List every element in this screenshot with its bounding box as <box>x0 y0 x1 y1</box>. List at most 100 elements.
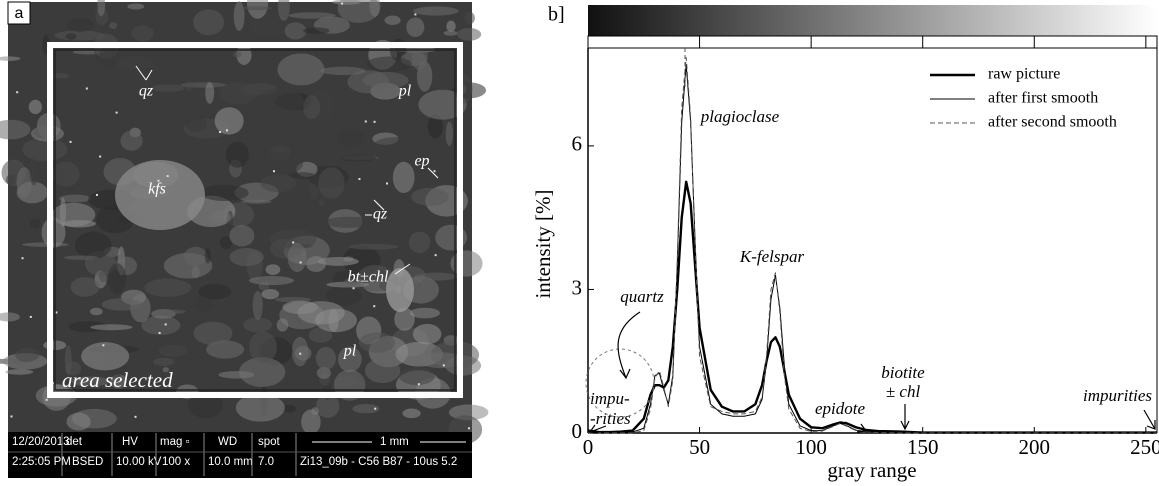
grain <box>5 369 34 375</box>
grain <box>337 0 380 23</box>
grain <box>199 184 249 202</box>
grain <box>214 107 244 135</box>
leader <box>373 199 385 211</box>
speck <box>69 140 72 143</box>
grain <box>414 272 458 281</box>
speck <box>16 91 19 94</box>
grain <box>150 84 185 92</box>
grain <box>229 225 255 247</box>
grain <box>308 327 333 343</box>
grain <box>287 242 307 273</box>
grain <box>81 342 130 371</box>
grain <box>284 22 307 40</box>
grain <box>70 277 100 297</box>
grain <box>392 161 415 194</box>
mineral-label: kfs <box>148 181 166 198</box>
grain <box>191 266 200 279</box>
grain <box>446 20 456 32</box>
mineral-label: pl <box>398 83 412 100</box>
panel-label-box <box>7 1 31 25</box>
speck <box>373 305 376 308</box>
speck <box>85 87 88 90</box>
speck <box>374 407 377 410</box>
grain <box>411 187 449 206</box>
grain <box>127 3 145 10</box>
grain <box>338 346 362 373</box>
grain <box>107 263 127 294</box>
grain <box>281 404 296 413</box>
legend-label: raw picture <box>988 66 1060 83</box>
grain <box>252 290 263 320</box>
grain <box>316 367 331 379</box>
grain <box>71 376 110 387</box>
info-text: HV <box>122 436 138 448</box>
grain <box>153 357 174 367</box>
speck <box>386 182 389 185</box>
grain <box>68 321 108 333</box>
series-line <box>588 56 1157 434</box>
grain <box>98 45 121 69</box>
grain <box>0 312 20 322</box>
grain <box>265 264 281 275</box>
grain <box>427 114 443 139</box>
selection-frame <box>47 42 463 398</box>
grain <box>384 15 401 26</box>
grain <box>51 202 96 227</box>
grain <box>235 393 285 422</box>
arrow <box>1143 409 1156 430</box>
grain <box>288 12 336 19</box>
speck <box>99 155 102 158</box>
grain <box>339 154 377 162</box>
grain <box>318 198 325 207</box>
grain <box>241 6 273 11</box>
grain <box>358 332 396 353</box>
arrow <box>844 421 868 433</box>
annotation: impu- <box>590 389 630 408</box>
speck <box>358 178 361 181</box>
grain <box>29 218 41 229</box>
quartz-circle <box>585 348 655 418</box>
grain <box>457 27 482 41</box>
panel-label: b] <box>548 4 565 26</box>
grain <box>51 161 80 187</box>
grain <box>448 404 489 421</box>
speck <box>341 2 344 5</box>
grain <box>276 318 289 332</box>
info-text: 10.0 mm <box>208 456 253 468</box>
speck <box>373 120 376 123</box>
grain <box>89 307 103 316</box>
grain <box>90 324 133 331</box>
speck <box>364 120 367 123</box>
grain <box>260 174 297 193</box>
info-text: 100 x <box>162 456 190 468</box>
grain <box>443 30 458 36</box>
selection-label: area selected <box>62 368 173 392</box>
grain <box>109 22 118 29</box>
grain <box>29 156 39 186</box>
chart-panel: b] gray range intensity [%] <box>531 4 1158 482</box>
grain <box>204 248 211 264</box>
speck <box>45 398 48 401</box>
grain <box>399 367 435 386</box>
x-tick-label: 100 <box>795 435 827 459</box>
grain <box>98 270 109 283</box>
grain <box>277 53 325 86</box>
grain <box>233 1 245 31</box>
sem-panel: a area selected <box>0 0 489 478</box>
speck <box>299 352 302 355</box>
grain <box>110 374 127 389</box>
x-tick-label: 200 <box>1019 435 1051 459</box>
speck <box>10 415 13 418</box>
grain <box>332 0 362 5</box>
grain <box>28 99 43 115</box>
grain <box>225 141 249 168</box>
speck <box>157 179 160 182</box>
grain <box>326 285 362 306</box>
grain <box>158 344 188 357</box>
grain <box>289 172 316 179</box>
speck <box>21 257 24 260</box>
speck <box>134 415 137 418</box>
grain <box>205 82 215 104</box>
speck <box>29 315 32 318</box>
